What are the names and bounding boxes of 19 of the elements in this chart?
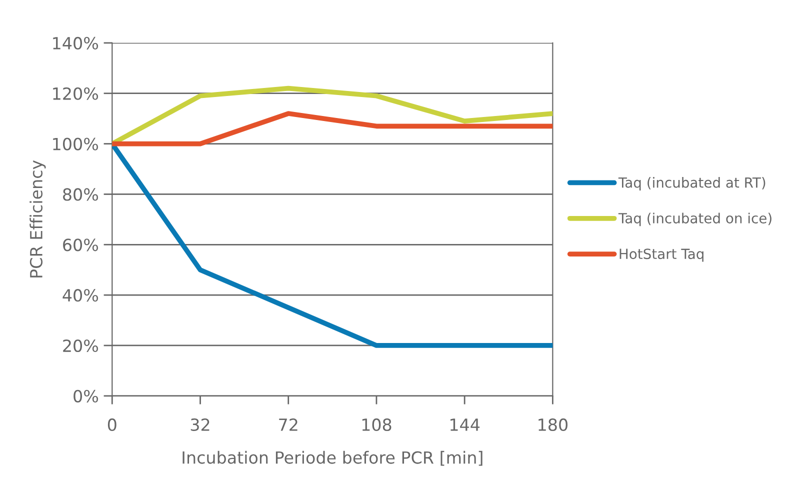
legend-label: Taq (incubated at RT) (618, 177, 766, 190)
x-tick-label: 180 (538, 418, 568, 432)
y-tick-label: 120% (53, 87, 98, 100)
x-tick-label: 144 (450, 418, 480, 431)
x-axis-title: Incubation Periode before PCR [min] (182, 450, 482, 466)
y-tick-label: 100% (53, 138, 98, 150)
y-tick-label: 140% (53, 36, 98, 50)
y-tick-label: 60% (63, 238, 98, 252)
legend-label: Taq (incubated on ice) (618, 212, 772, 226)
y-tick-label: 0% (74, 390, 98, 402)
y-axis-title: PCR Efficiency (30, 160, 46, 278)
legend-label: HotStart Taq (620, 248, 704, 262)
x-tick-label: 108 (362, 418, 392, 432)
x-tick-label: 32 (190, 418, 210, 432)
x-tick-label: 0 (108, 418, 116, 432)
y-tick-label: 80% (63, 188, 98, 201)
y-tick-label: 20% (63, 339, 98, 352)
y-tick-label: 40% (62, 289, 98, 302)
x-tick-label: 72 (279, 418, 298, 431)
